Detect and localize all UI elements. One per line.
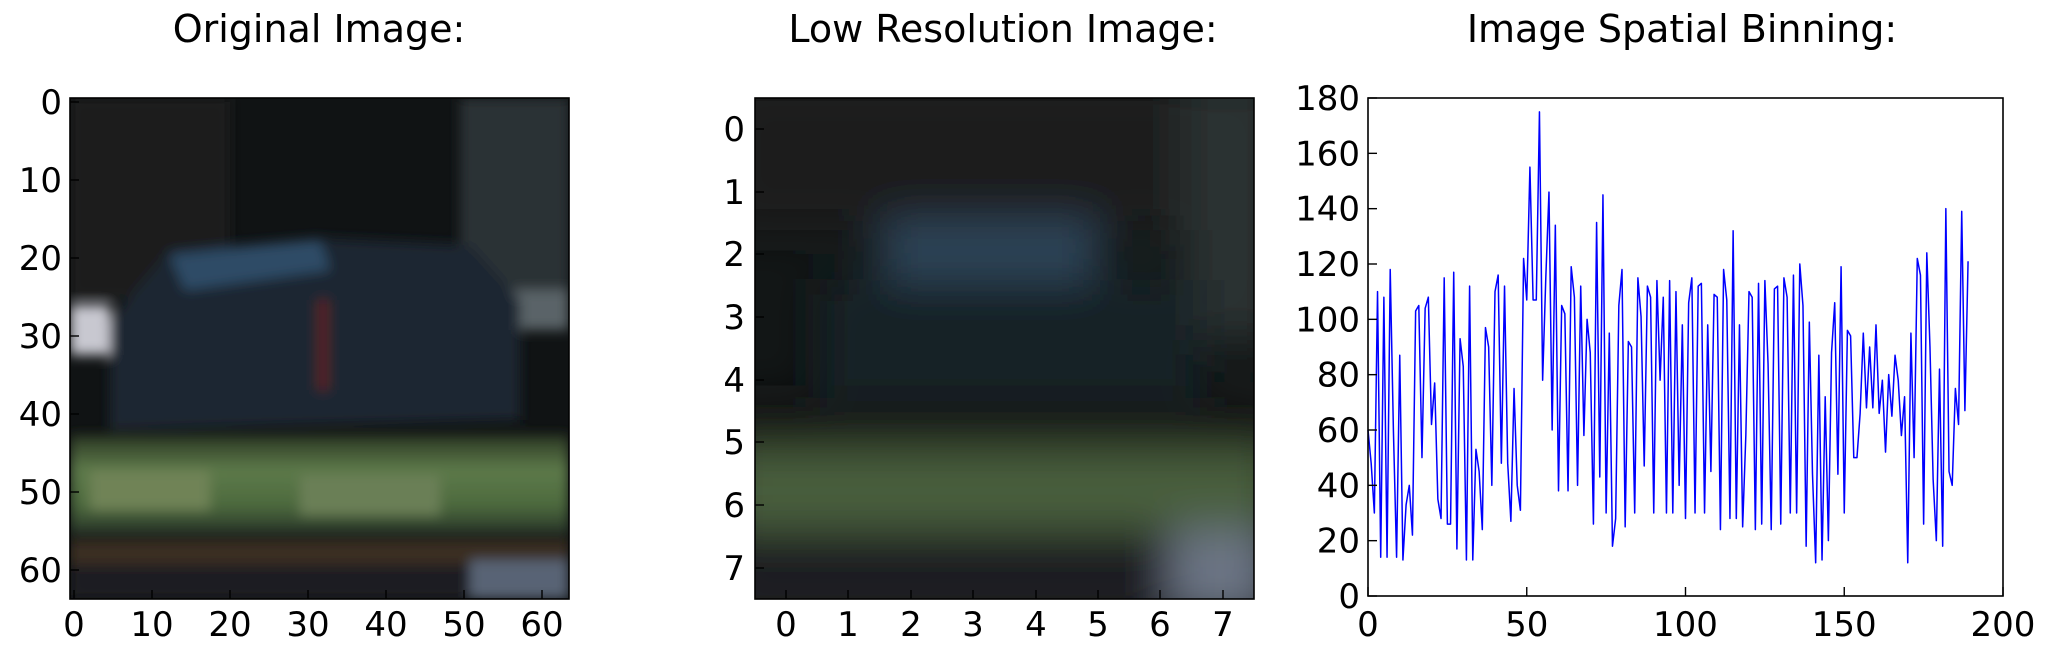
x-tick-label: 4 <box>1025 605 1047 645</box>
x-tick-label: 200 <box>1971 605 2036 645</box>
x-tick-label: 6 <box>1149 605 1171 645</box>
axes-frame <box>754 97 1255 600</box>
y-tick-label: 10 <box>19 161 62 201</box>
original-image <box>70 98 569 599</box>
y-tick-label: 6 <box>723 486 745 526</box>
y-tick-label: 0 <box>723 110 745 150</box>
y-tick-label: 40 <box>1317 466 1360 506</box>
x-tick-label: 60 <box>520 605 563 645</box>
y-tick-label: 160 <box>1295 134 1360 174</box>
original-image-panel: Original Image: <box>19 7 570 645</box>
x-tick-label: 3 <box>962 605 984 645</box>
x-axis-ticks: 0 10 20 30 40 50 60 <box>63 590 564 645</box>
y-tick-label: 50 <box>19 473 62 513</box>
y-tick-label: 120 <box>1295 245 1360 285</box>
x-tick-label: 0 <box>1357 605 1379 645</box>
y-tick-label: 180 <box>1295 79 1360 119</box>
y-tick-label: 30 <box>19 317 62 357</box>
y-tick-label: 40 <box>19 395 62 435</box>
y-tick-label: 2 <box>723 235 745 275</box>
y-axis-ticks: 0 20 40 60 80 100 120 140 160 180 <box>1295 79 1377 617</box>
chart-title: Original Image: <box>173 7 466 51</box>
axes-frame <box>69 97 570 600</box>
y-tick-label: 100 <box>1295 300 1360 340</box>
y-tick-label: 60 <box>19 551 62 591</box>
y-tick-label: 20 <box>19 239 62 279</box>
y-tick-label: 60 <box>1317 411 1360 451</box>
y-tick-label: 5 <box>723 423 745 463</box>
low-resolution-image-panel: Low Resolution Image: 0 1 <box>723 7 1255 645</box>
x-tick-label: 20 <box>208 605 251 645</box>
y-tick-label: 7 <box>723 549 745 589</box>
x-tick-label: 30 <box>286 605 329 645</box>
chart-title: Low Resolution Image: <box>788 7 1217 51</box>
x-tick-label: 0 <box>775 605 797 645</box>
y-tick-label: 140 <box>1295 190 1360 230</box>
low-resolution-image <box>755 98 1254 599</box>
x-tick-label: 2 <box>900 605 922 645</box>
y-tick-label: 4 <box>723 361 745 401</box>
series-line <box>1367 111 1969 564</box>
x-tick-label: 50 <box>442 605 485 645</box>
x-tick-label: 100 <box>1653 605 1718 645</box>
x-axis-ticks: 0 1 2 3 4 5 6 7 <box>775 590 1234 645</box>
x-tick-label: 40 <box>364 605 407 645</box>
y-tick-label: 1 <box>723 173 745 213</box>
x-tick-label: 0 <box>63 605 85 645</box>
x-tick-label: 5 <box>1087 605 1109 645</box>
y-tick-label: 0 <box>1338 577 1360 617</box>
x-tick-label: 1 <box>837 605 859 645</box>
y-tick-label: 20 <box>1317 522 1360 562</box>
y-tick-label: 80 <box>1317 356 1360 396</box>
spatial-binning-panel: Image Spatial Binning: 0 50 100 150 200 0 20 4… <box>1295 7 2035 645</box>
x-axis-ticks: 0 50 100 150 200 <box>1357 587 2035 645</box>
y-tick-label: 3 <box>723 298 745 338</box>
x-tick-label: 10 <box>130 605 173 645</box>
x-tick-label: 150 <box>1812 605 1877 645</box>
chart-title: Image Spatial Binning: <box>1467 7 1897 51</box>
y-tick-label: 0 <box>40 83 62 123</box>
x-tick-label: 50 <box>1505 605 1548 645</box>
y-axis-ticks: 0 10 20 30 40 50 60 <box>19 83 79 591</box>
y-axis-ticks: 0 1 2 3 4 5 6 7 <box>723 110 764 589</box>
x-tick-label: 7 <box>1212 605 1234 645</box>
line-plot-area <box>1367 111 1969 564</box>
